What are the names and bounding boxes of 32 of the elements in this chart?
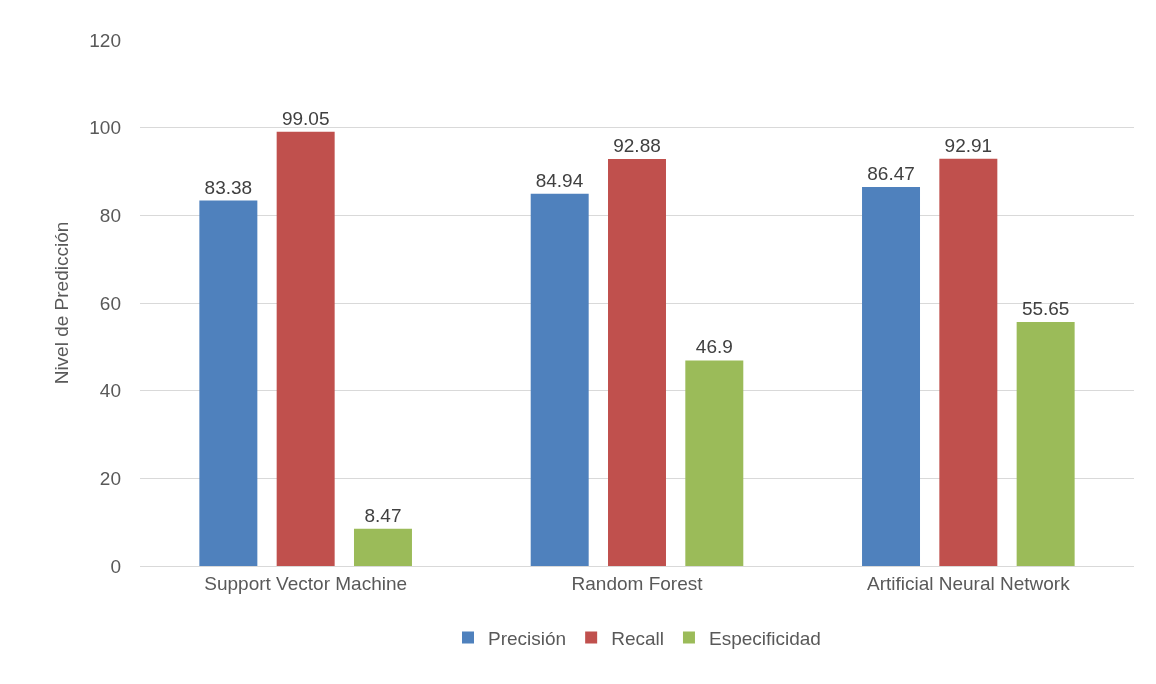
bar [276,131,335,566]
data-label: 92.88 [613,134,661,156]
y-tick-label: 100 [89,117,121,139]
data-label: 86.47 [867,162,915,184]
bar [1016,322,1075,566]
y-tick-label: 20 [99,467,121,489]
y-tick-label: 60 [99,292,121,314]
x-tick-label: Support Vector Machine [204,572,408,594]
data-label: 55.65 [1021,298,1070,320]
bar [530,193,589,566]
data-label: 84.94 [535,169,584,191]
bar [608,158,666,566]
data-label: 83.38 [204,176,253,198]
y-tick-label: 40 [99,380,121,402]
y-tick-label: 0 [110,555,121,577]
legend-label: Precisión [488,627,567,649]
data-label: 92.91 [944,134,993,156]
legend-label: Recall [611,627,664,649]
x-tick-label: Artificial Neural Network [866,572,1071,594]
data-label: 8.47 [364,504,402,526]
bar [353,528,412,566]
y-axis-title: Nivel de Predicción [51,221,73,385]
data-label: 46.9 [695,336,733,358]
bar [862,186,921,566]
bar [199,200,258,566]
bar [939,158,998,566]
y-tick-label: 120 [89,29,121,51]
bar [685,360,744,566]
legend-label: Especificidad [708,627,821,649]
y-tick-label: 80 [99,204,121,226]
x-tick-label: Random Forest [571,572,704,594]
data-label: 99.05 [281,107,330,129]
